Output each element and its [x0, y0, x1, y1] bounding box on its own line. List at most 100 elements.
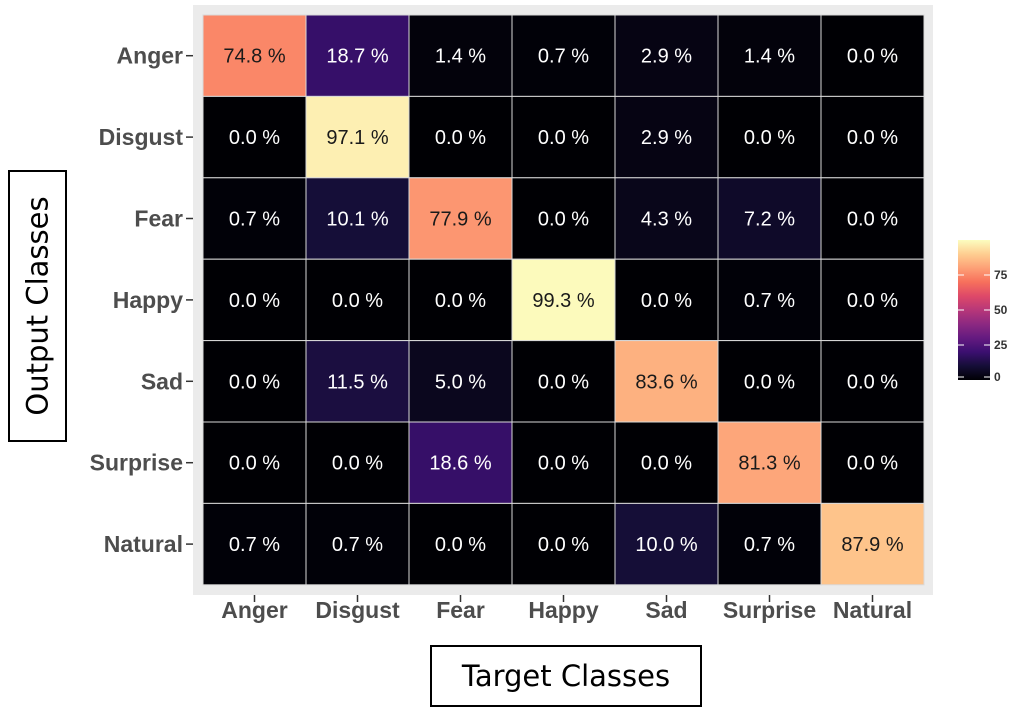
cell-surprise-fear — [408, 421, 513, 504]
cell-anger-disgust — [305, 14, 410, 97]
cell-surprise-surprise — [717, 421, 822, 504]
cell-label: 0.7 % — [332, 534, 383, 556]
cell-fear-happy — [511, 177, 616, 260]
cell-label: 0.7 % — [744, 534, 795, 556]
cell-label: 10.1 % — [326, 209, 388, 231]
cell-label: 0.7 % — [229, 209, 280, 231]
y-tick-label-sad: Sad — [141, 368, 183, 394]
cell-surprise-happy — [511, 421, 616, 504]
cell-label: 0.0 % — [435, 534, 486, 556]
cell-label: 0.0 % — [538, 453, 589, 475]
cell-natural-disgust — [305, 502, 410, 586]
x-tick-label-disgust: Disgust — [315, 597, 400, 623]
x-axis-title-text: Target Classes — [461, 659, 671, 693]
x-tick-label-natural: Natural — [833, 597, 912, 623]
cell-happy-disgust — [305, 258, 410, 342]
x-axis-ticks: Anger Disgust Fear Happy Sad Surprise Natural — [221, 595, 912, 623]
legend-tick-label: 25 — [994, 338, 1008, 352]
cell-label: 18.7 % — [326, 46, 388, 68]
cell-label: 77.9 % — [429, 209, 491, 231]
cell-disgust-fear — [408, 95, 513, 179]
x-axis-title: Target Classes — [430, 645, 702, 707]
y-axis-title: Output Classes — [8, 170, 67, 442]
cell-label: 0.0 % — [229, 127, 280, 149]
cell-label: 1.4 % — [435, 46, 486, 68]
cell-label: 5.0 % — [435, 371, 486, 393]
cell-label: 2.9 % — [641, 127, 692, 149]
cell-happy-anger — [202, 258, 307, 342]
cell-natural-anger — [202, 502, 307, 586]
cell-label: 0.0 % — [744, 127, 795, 149]
cell-label: 11.5 % — [327, 371, 388, 393]
y-tick-label-disgust: Disgust — [99, 124, 184, 150]
cell-fear-natural — [820, 177, 925, 260]
y-axis-ticks: Anger Disgust Fear Happy Sad Surprise Natural — [90, 43, 193, 557]
cell-disgust-anger — [202, 95, 307, 179]
cell-label: 0.0 % — [538, 534, 589, 556]
cell-label: 0.0 % — [847, 371, 898, 393]
cell-label: 0.0 % — [229, 453, 280, 475]
cell-label: 74.8 % — [223, 46, 285, 68]
cell-label: 4.3 % — [641, 209, 692, 231]
cell-label: 0.0 % — [847, 127, 898, 149]
cell-label: 7.2 % — [744, 209, 795, 231]
cell-label: 0.0 % — [229, 371, 280, 393]
cell-disgust-surprise — [717, 95, 822, 179]
cell-fear-fear — [408, 177, 513, 260]
cell-sad-anger — [202, 340, 307, 423]
cell-label: 0.7 % — [538, 46, 589, 68]
cell-label: 87.9 % — [841, 534, 903, 556]
cell-fear-sad — [614, 177, 719, 260]
cell-label: 0.0 % — [641, 453, 692, 475]
cell-label: 0.0 % — [435, 127, 486, 149]
x-tick-label-anger: Anger — [221, 597, 288, 623]
cell-anger-happy — [511, 14, 616, 97]
heatmap-cells: 74.8 % 18.7 % 1.4 % 0.7 % 2.9 % 1.4 % 0.0 % 0.0… — [202, 14, 925, 586]
cell-happy-natural — [820, 258, 925, 342]
cell-natural-natural — [820, 502, 925, 586]
cell-label: 0.0 % — [538, 127, 589, 149]
cell-anger-anger — [202, 14, 307, 97]
cell-label: 0.0 % — [229, 290, 280, 312]
cell-label: 0.0 % — [744, 371, 795, 393]
cell-natural-happy — [511, 502, 616, 586]
x-tick-label-happy: Happy — [528, 597, 599, 623]
cell-sad-surprise — [717, 340, 822, 423]
y-tick-label-anger: Anger — [117, 43, 184, 69]
y-tick-label-surprise: Surprise — [90, 450, 183, 476]
legend-tick-label: 75 — [994, 268, 1008, 282]
cell-sad-sad — [614, 340, 719, 423]
y-tick-label-happy: Happy — [113, 287, 184, 313]
cell-label: 0.0 % — [847, 46, 898, 68]
cell-surprise-anger — [202, 421, 307, 504]
x-tick-label-fear: Fear — [436, 597, 485, 623]
cell-natural-fear — [408, 502, 513, 586]
cell-label: 0.0 % — [641, 290, 692, 312]
cell-disgust-disgust — [305, 95, 410, 179]
cell-natural-surprise — [717, 502, 822, 586]
cell-label: 0.7 % — [744, 290, 795, 312]
legend-tick-label: 0 — [994, 370, 1001, 384]
cell-disgust-natural — [820, 95, 925, 179]
cell-fear-disgust — [305, 177, 410, 260]
cell-anger-fear — [408, 14, 513, 97]
cell-label: 2.9 % — [641, 46, 692, 68]
cell-disgust-sad — [614, 95, 719, 179]
cell-label: 0.0 % — [538, 371, 589, 393]
cell-label: 0.0 % — [332, 290, 383, 312]
cell-label: 1.4 % — [744, 46, 795, 68]
cell-surprise-natural — [820, 421, 925, 504]
cell-happy-sad — [614, 258, 719, 342]
cell-anger-natural — [820, 14, 925, 97]
cell-sad-natural — [820, 340, 925, 423]
cell-label: 83.6 % — [635, 371, 697, 393]
cell-label: 97.1 % — [326, 127, 388, 149]
cell-label: 0.7 % — [229, 534, 280, 556]
cell-sad-disgust — [305, 340, 410, 423]
cell-happy-fear — [408, 258, 513, 342]
legend-tick-label: 50 — [994, 303, 1008, 317]
cell-natural-sad — [614, 502, 719, 586]
y-tick-label-natural: Natural — [104, 531, 183, 557]
color-legend: 0 25 50 75 — [958, 240, 1008, 384]
